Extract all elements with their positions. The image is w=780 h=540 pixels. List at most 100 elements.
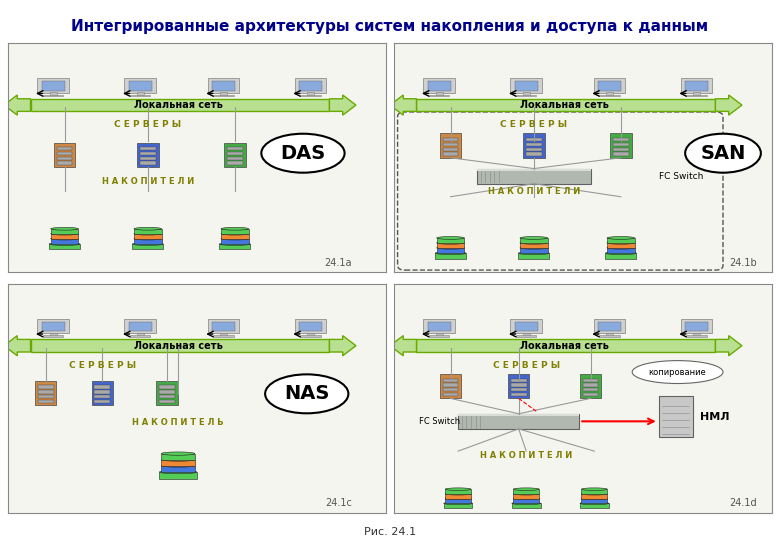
FancyBboxPatch shape	[520, 243, 548, 248]
Ellipse shape	[261, 134, 345, 173]
FancyBboxPatch shape	[300, 94, 321, 96]
FancyBboxPatch shape	[299, 322, 322, 331]
Ellipse shape	[513, 497, 539, 500]
FancyBboxPatch shape	[606, 92, 613, 95]
FancyBboxPatch shape	[519, 253, 549, 259]
FancyBboxPatch shape	[159, 390, 175, 394]
FancyBboxPatch shape	[444, 503, 473, 509]
FancyBboxPatch shape	[134, 239, 161, 244]
FancyBboxPatch shape	[477, 168, 590, 184]
FancyBboxPatch shape	[140, 157, 156, 160]
FancyBboxPatch shape	[477, 168, 590, 171]
FancyBboxPatch shape	[136, 333, 144, 335]
FancyArrow shape	[4, 336, 30, 356]
Text: Локальная сеть: Локальная сеть	[133, 341, 222, 350]
Ellipse shape	[607, 246, 635, 249]
Text: NAS: NAS	[284, 384, 329, 403]
Ellipse shape	[512, 502, 541, 505]
FancyBboxPatch shape	[613, 143, 629, 146]
FancyBboxPatch shape	[227, 157, 243, 160]
FancyBboxPatch shape	[523, 133, 544, 158]
Text: Рис. 24.1: Рис. 24.1	[364, 527, 416, 537]
FancyBboxPatch shape	[442, 383, 459, 387]
FancyBboxPatch shape	[515, 81, 537, 91]
FancyBboxPatch shape	[295, 319, 326, 333]
FancyBboxPatch shape	[221, 234, 249, 239]
FancyBboxPatch shape	[125, 78, 156, 93]
Text: Н А К О П И Т Е Л И: Н А К О П И Т Е Л И	[480, 451, 573, 460]
FancyBboxPatch shape	[599, 94, 619, 96]
FancyBboxPatch shape	[212, 322, 235, 331]
FancyBboxPatch shape	[693, 333, 700, 335]
FancyBboxPatch shape	[598, 81, 621, 91]
FancyBboxPatch shape	[57, 147, 73, 151]
FancyBboxPatch shape	[161, 454, 195, 460]
FancyBboxPatch shape	[440, 133, 461, 158]
Ellipse shape	[513, 488, 539, 490]
FancyBboxPatch shape	[511, 383, 526, 387]
FancyBboxPatch shape	[613, 152, 629, 156]
Ellipse shape	[607, 241, 635, 244]
FancyArrow shape	[329, 95, 356, 115]
FancyBboxPatch shape	[295, 78, 326, 93]
Ellipse shape	[444, 502, 473, 505]
FancyBboxPatch shape	[125, 319, 156, 333]
FancyBboxPatch shape	[130, 335, 151, 337]
FancyBboxPatch shape	[221, 229, 249, 234]
FancyBboxPatch shape	[37, 400, 54, 403]
Ellipse shape	[161, 452, 195, 455]
FancyBboxPatch shape	[435, 92, 443, 95]
FancyBboxPatch shape	[227, 147, 243, 151]
FancyBboxPatch shape	[520, 238, 548, 244]
Text: С Е Р В Е Р Ы: С Е Р В Е Р Ы	[69, 361, 136, 370]
FancyBboxPatch shape	[159, 395, 175, 399]
FancyBboxPatch shape	[442, 152, 459, 156]
Ellipse shape	[437, 246, 464, 249]
FancyBboxPatch shape	[511, 388, 526, 392]
FancyBboxPatch shape	[37, 319, 69, 333]
Ellipse shape	[134, 232, 161, 235]
FancyBboxPatch shape	[161, 465, 195, 472]
Text: Локальная сеть: Локальная сеть	[133, 100, 222, 110]
FancyBboxPatch shape	[219, 244, 250, 249]
FancyArrow shape	[390, 336, 417, 356]
Text: FC Switch: FC Switch	[419, 417, 459, 426]
Ellipse shape	[519, 252, 549, 254]
Text: Н А К О П И Т Е Л И: Н А К О П И Т Е Л И	[101, 177, 194, 186]
Ellipse shape	[520, 246, 548, 249]
FancyBboxPatch shape	[30, 340, 329, 352]
FancyBboxPatch shape	[583, 379, 598, 382]
FancyBboxPatch shape	[94, 386, 110, 389]
Ellipse shape	[580, 502, 608, 505]
Ellipse shape	[607, 237, 635, 239]
Text: DAS: DAS	[280, 144, 325, 163]
FancyBboxPatch shape	[685, 81, 708, 91]
FancyBboxPatch shape	[686, 94, 707, 96]
Text: 24.1a: 24.1a	[324, 258, 352, 268]
FancyBboxPatch shape	[445, 498, 471, 503]
FancyBboxPatch shape	[520, 248, 548, 253]
FancyBboxPatch shape	[51, 239, 79, 244]
FancyBboxPatch shape	[583, 388, 598, 392]
FancyBboxPatch shape	[605, 253, 636, 259]
FancyBboxPatch shape	[511, 393, 526, 396]
Ellipse shape	[445, 497, 471, 500]
FancyBboxPatch shape	[442, 147, 459, 151]
FancyBboxPatch shape	[580, 374, 601, 399]
FancyBboxPatch shape	[94, 390, 110, 394]
FancyBboxPatch shape	[161, 460, 195, 466]
FancyBboxPatch shape	[442, 379, 459, 382]
FancyBboxPatch shape	[50, 333, 57, 335]
FancyBboxPatch shape	[516, 94, 537, 96]
FancyBboxPatch shape	[94, 395, 110, 399]
FancyBboxPatch shape	[516, 335, 537, 337]
FancyBboxPatch shape	[581, 498, 607, 503]
FancyBboxPatch shape	[512, 503, 541, 509]
FancyBboxPatch shape	[437, 243, 464, 248]
FancyBboxPatch shape	[458, 414, 580, 416]
FancyBboxPatch shape	[427, 81, 451, 91]
FancyBboxPatch shape	[212, 81, 235, 91]
FancyBboxPatch shape	[442, 138, 459, 141]
Text: SAN: SAN	[700, 144, 746, 163]
Ellipse shape	[632, 361, 723, 383]
